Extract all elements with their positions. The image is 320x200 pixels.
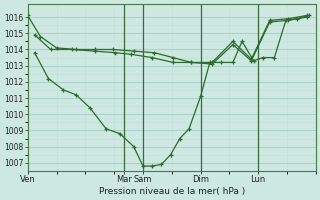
X-axis label: Pression niveau de la mer( hPa ): Pression niveau de la mer( hPa ): [99, 187, 245, 196]
